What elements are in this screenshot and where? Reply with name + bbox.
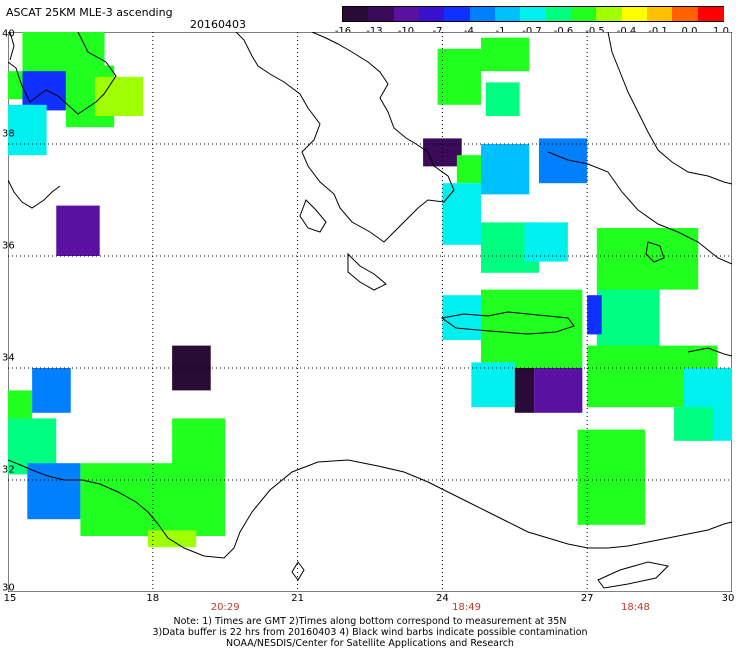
colorbar-segment xyxy=(343,7,370,21)
wind-cell xyxy=(172,418,226,536)
colorbar-segment xyxy=(520,7,547,21)
lon-tick-label: 15 xyxy=(3,593,17,604)
map-date: 20160403 xyxy=(190,18,246,31)
wind-cell xyxy=(674,407,713,441)
colorbar-segment xyxy=(393,7,421,21)
wind-cell xyxy=(524,222,568,262)
lon-tick-label: 30 xyxy=(721,593,735,604)
map-title: ASCAT 25KM MLE-3 ascending xyxy=(6,6,173,19)
lat-tick-label: 34 xyxy=(2,352,15,364)
lat-tick-label: 38 xyxy=(2,128,15,140)
colorbar-segment xyxy=(672,7,699,21)
wind-cell xyxy=(442,295,482,340)
note-line-2: 3)Data buffer is 22 hrs from 20160403 4)… xyxy=(152,627,588,638)
wind-cell xyxy=(437,48,482,105)
coastline xyxy=(8,32,732,589)
wind-cell xyxy=(577,429,646,525)
colorbar-segment xyxy=(495,7,522,21)
wind-cell xyxy=(147,530,197,548)
wind-cell xyxy=(8,71,23,100)
wind-cell xyxy=(22,32,105,72)
wind-cell xyxy=(538,138,588,184)
lon-tick-label: 24 xyxy=(436,593,449,604)
footer-notes: Note: 1) Times are GMT 2)Times along bot… xyxy=(0,616,740,649)
colorbar-segment xyxy=(571,7,598,21)
wind-cell xyxy=(27,463,81,520)
wind-cell xyxy=(471,362,515,408)
wind-cell xyxy=(481,144,530,195)
map-grid xyxy=(8,32,732,592)
colorbar-segment xyxy=(444,7,471,21)
colorbar-segment xyxy=(419,7,446,21)
note-line-1: Note: 1) Times are GMT 2)Times along bot… xyxy=(173,616,567,627)
wind-cell xyxy=(442,183,482,245)
wind-cells xyxy=(8,32,732,548)
wind-cell xyxy=(8,104,47,156)
pass-time-label: 18:49 xyxy=(452,602,481,613)
pass-time-label: 18:48 xyxy=(621,602,650,613)
lat-tick-label: 30 xyxy=(2,582,15,594)
wind-cell xyxy=(485,82,520,116)
wind-cell xyxy=(514,368,535,413)
note-line-3: NOAA/NESDIS/Center for Satellite Applica… xyxy=(226,638,514,649)
wind-cell xyxy=(534,368,583,413)
wind-cell xyxy=(481,37,530,72)
lat-tick-label: 36 xyxy=(2,240,15,252)
lon-tick-label: 18 xyxy=(146,593,160,604)
pass-time-label: 20:29 xyxy=(210,602,240,613)
lon-tick-label: 21 xyxy=(291,593,304,604)
wind-cell xyxy=(94,76,144,116)
wind-map xyxy=(8,32,732,592)
colorbar-segment xyxy=(596,7,623,21)
colorbar-segment xyxy=(697,7,725,21)
lat-tick-label: 32 xyxy=(2,464,15,476)
wind-cell xyxy=(587,295,602,335)
colorbar-segment xyxy=(621,7,649,21)
lat-tick-label: 40 xyxy=(2,28,15,40)
colorbar xyxy=(342,6,725,22)
wind-cell xyxy=(596,278,660,352)
colorbar-segment xyxy=(368,7,395,21)
lon-tick-label: 27 xyxy=(580,593,594,604)
colorbar-segment xyxy=(545,7,573,21)
wind-cell xyxy=(596,228,699,290)
colorbar-segment xyxy=(647,7,674,21)
colorbar-segment xyxy=(469,7,497,21)
wind-cell xyxy=(32,368,71,413)
wind-cell xyxy=(56,205,100,256)
